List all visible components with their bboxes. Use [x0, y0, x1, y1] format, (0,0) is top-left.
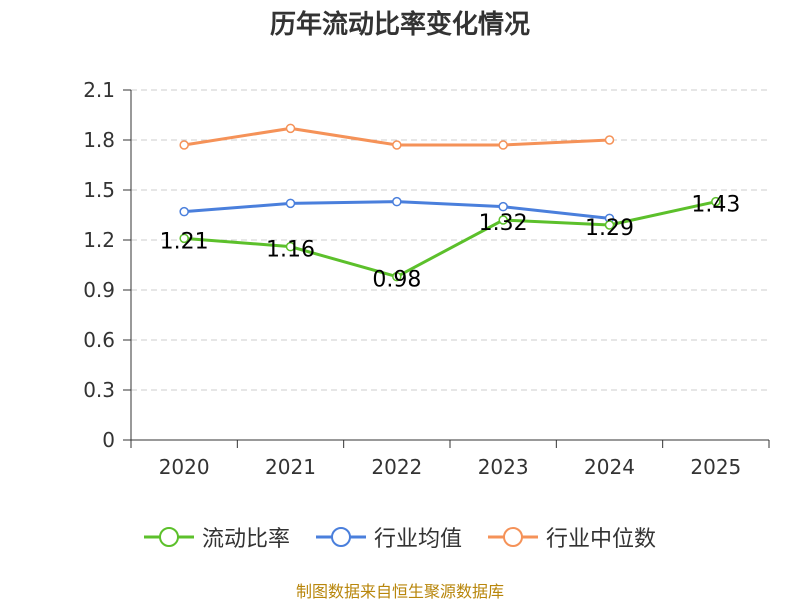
y-tick-label: 0.3: [83, 378, 115, 402]
data-point: [285, 198, 296, 209]
data-point: [498, 215, 508, 225]
data-point: [604, 220, 615, 230]
x-tick-label: 2025: [690, 455, 741, 479]
legend-item[interactable]: 行业均值: [315, 521, 462, 553]
legend-label: 流动比率: [201, 527, 290, 552]
data-point: [285, 123, 296, 134]
y-tick-label: 0.9: [83, 278, 115, 302]
x-tick-label: 2021: [265, 455, 316, 479]
data-point: [498, 140, 508, 150]
data-label: 1.21: [160, 229, 209, 254]
data-point: [392, 140, 402, 150]
data-label: 1.16: [266, 238, 315, 263]
series-line-1: [184, 200, 717, 279]
data-point: [392, 196, 402, 207]
x-tick-label: 2023: [478, 455, 529, 479]
y-tick-label: 2.1: [83, 78, 115, 102]
y-tick-label: 1.8: [83, 128, 115, 152]
chart-title: 历年流动比率变化情况: [269, 10, 530, 40]
data-label: 1.32: [479, 211, 528, 236]
x-tick-label: 2024: [584, 455, 635, 479]
legend-label: 行业中位数: [546, 527, 657, 552]
y-tick-label: 0.6: [83, 328, 115, 352]
y-tick-label: 1.2: [83, 228, 115, 252]
legend: 流动比率 行业均值 行业中位数: [0, 520, 800, 554]
data-point: [179, 206, 189, 217]
data-point: [179, 233, 189, 244]
data-point: [392, 271, 402, 282]
legend-item[interactable]: 行业中位数: [488, 521, 656, 553]
legend-marker-icon: [143, 527, 194, 547]
y-tick-label: 1.5: [83, 178, 115, 202]
data-point: [711, 196, 721, 207]
data-label: 1.43: [691, 193, 740, 218]
data-label: 0.98: [372, 268, 421, 293]
legend-label: 行业均值: [373, 527, 462, 552]
legend-marker-icon: [315, 527, 366, 547]
x-tick-label: 2020: [159, 455, 210, 479]
y-tick-label: 0: [102, 428, 115, 452]
source-note: 制图数据来自恒生聚源数据库: [295, 582, 504, 601]
data-label: 1.29: [585, 216, 634, 241]
data-point: [285, 241, 296, 252]
data-point: [179, 140, 189, 150]
legend-marker-icon: [488, 527, 538, 547]
data-point: [498, 201, 508, 212]
data-point: [604, 135, 615, 145]
x-tick-label: 2022: [371, 455, 422, 479]
legend-item[interactable]: 流动比率: [143, 521, 290, 553]
